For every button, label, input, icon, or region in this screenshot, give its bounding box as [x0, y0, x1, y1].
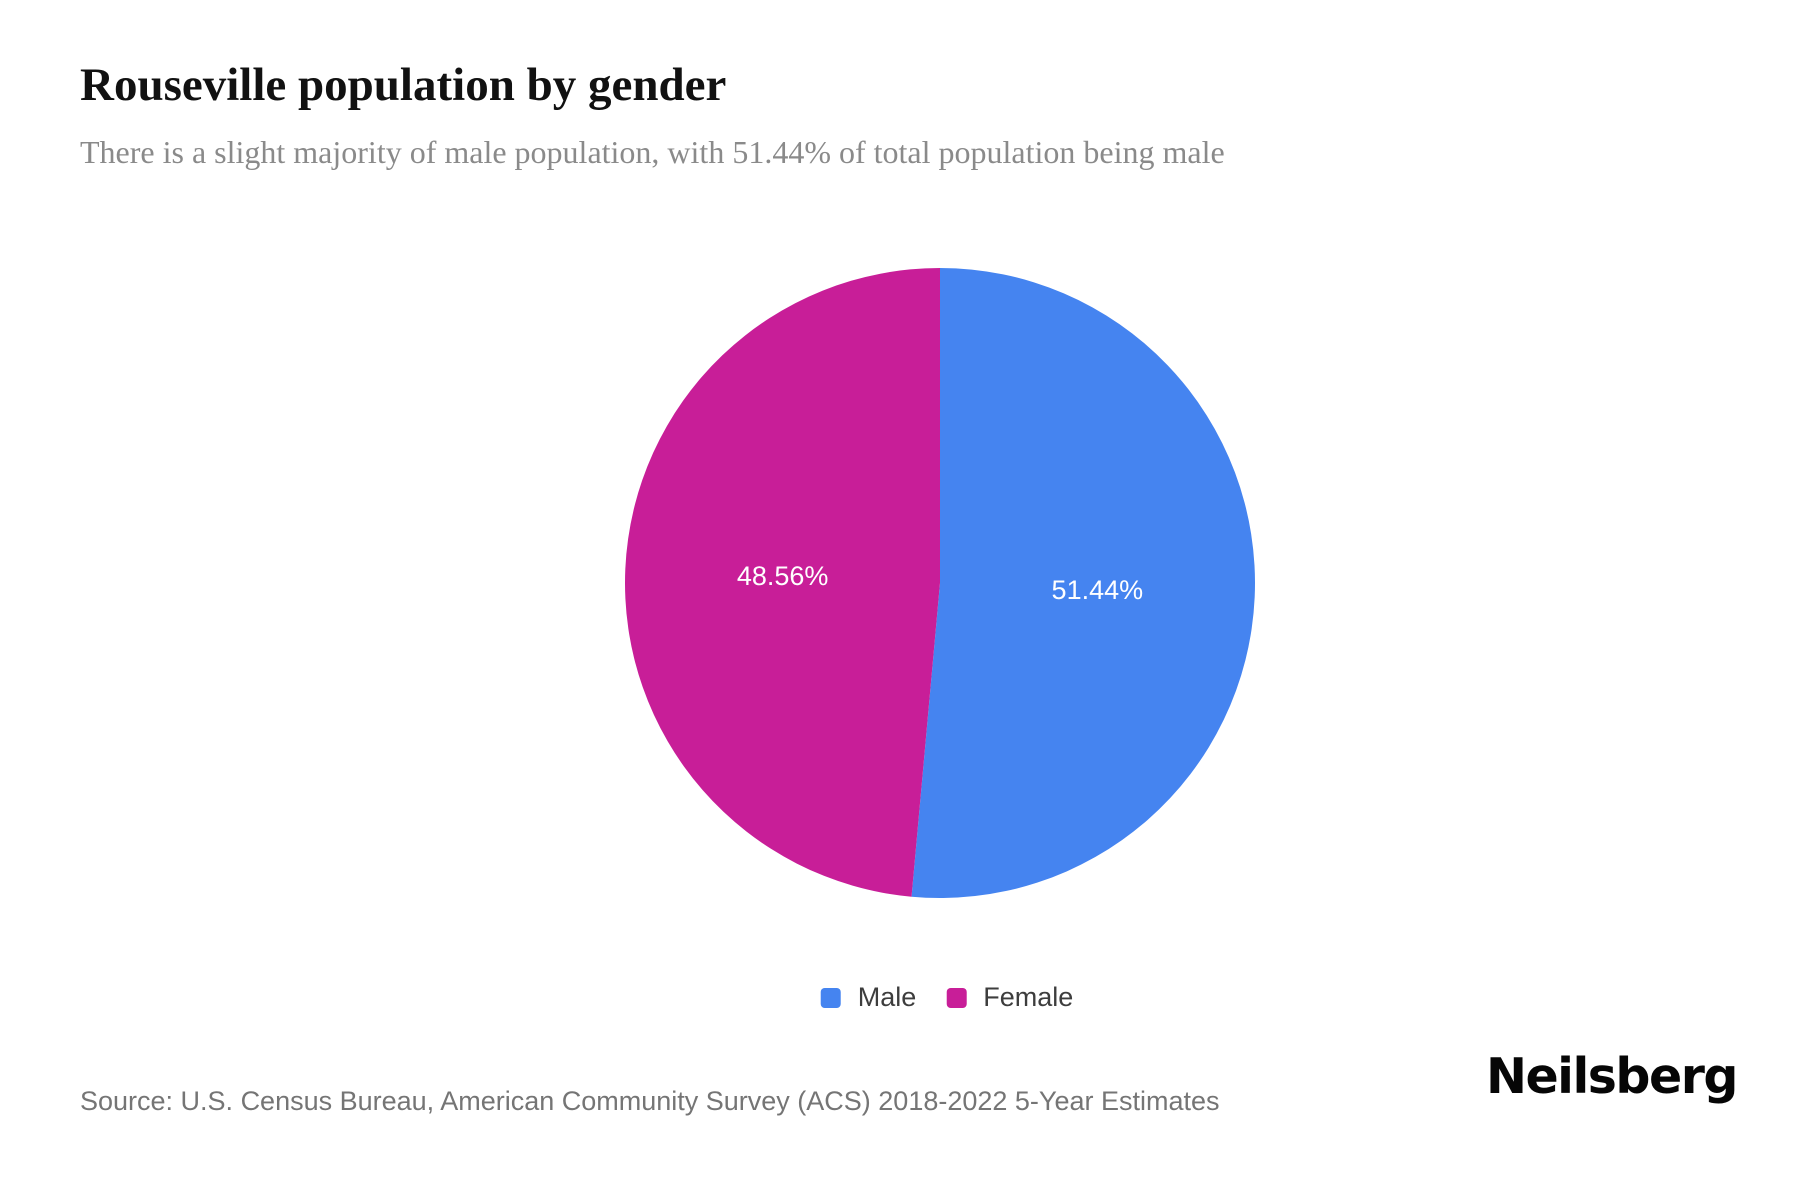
pie-slice-label-male: 51.44% — [1052, 575, 1144, 605]
brand-logo: Neilsberg — [1485, 1048, 1739, 1105]
chart-title: Rouseville population by gender — [80, 59, 727, 111]
legend: Male Female — [820, 982, 1073, 1013]
pie-graphic: 51.44% 48.56% — [625, 268, 1255, 898]
pie-slice-label-female: 48.56% — [737, 561, 829, 591]
chart-subtitle: There is a slight majority of male popul… — [80, 134, 1225, 170]
pie-slice-male[interactable] — [911, 268, 1255, 898]
pie-chart: 51.44% 48.56% — [625, 268, 1255, 898]
legend-item-male[interactable]: Male — [820, 982, 917, 1013]
legend-item-female[interactable]: Female — [946, 982, 1073, 1013]
legend-swatch-female — [946, 987, 967, 1008]
legend-label-female: Female — [983, 982, 1074, 1012]
source-text: Source: U.S. Census Bureau, American Com… — [80, 1086, 1220, 1116]
legend-swatch-male — [820, 987, 841, 1008]
pie-slice-female[interactable] — [625, 268, 940, 897]
legend-label-male: Male — [857, 982, 917, 1012]
